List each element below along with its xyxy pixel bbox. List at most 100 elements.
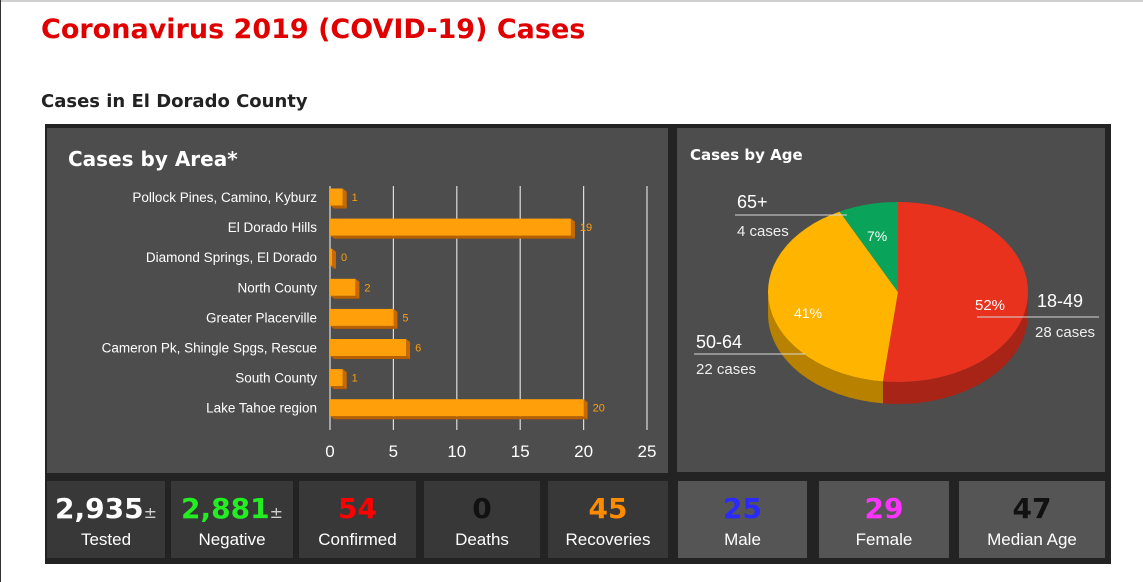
- bar-bottom: [330, 325, 398, 329]
- bar-side: [393, 308, 398, 329]
- bar-value-label: 2: [364, 282, 370, 294]
- pie-slice-side: [882, 292, 1028, 404]
- left-border: [0, 0, 1, 582]
- bar-chart-title: Cases by Area*: [68, 147, 238, 171]
- bar-side: [332, 248, 336, 269]
- bar-value-label: 19: [580, 222, 592, 234]
- bar-side: [406, 339, 411, 359]
- bar-value-label: 5: [402, 312, 408, 324]
- covid-dashboard: Cases by Area* 0 5 10 15 20 25 Pollock Pines, C…: [45, 124, 1111, 564]
- bar-value-label: 0: [341, 252, 347, 264]
- pie-slice-percent-label: 52%: [975, 297, 1005, 314]
- bar-side: [583, 399, 588, 420]
- bar-value-label: 6: [415, 343, 421, 355]
- cases-by-area-panel: Cases by Area* 0 5 10 15 20 25 Pollock Pines, C…: [47, 128, 668, 473]
- stat-tested-label: Tested: [80, 530, 132, 549]
- pie-category-label: 65+: [737, 192, 768, 212]
- bar-bottom: [330, 295, 360, 299]
- bar-bottom: [330, 386, 347, 390]
- stat-confirmed-number: 54: [338, 492, 377, 525]
- pie-slice-side: [768, 292, 883, 404]
- stat-male-number: 25: [723, 492, 762, 525]
- stat-negative-value: 2,881±: [171, 491, 293, 531]
- stat-female-label: Female: [855, 530, 913, 549]
- stat-male: 25 Male: [678, 481, 807, 558]
- pie-chart-title: Cases by Age: [690, 146, 803, 164]
- pie-slice: [839, 202, 898, 292]
- x-tick-labels: 0 5 10 15 20 25: [325, 442, 656, 461]
- bar-side: [342, 188, 347, 209]
- stat-deaths-number: 0: [472, 492, 492, 525]
- stat-deaths-label: Deaths: [455, 530, 509, 549]
- cases-by-age-chart: Cases by Age 52% 18-49 28 cases 41% 50-64 22 c…: [690, 146, 1099, 404]
- bar: [330, 308, 394, 326]
- bar: [330, 278, 356, 296]
- category-label: Lake Tahoe region: [206, 401, 317, 416]
- stat-tested: 2,935± Tested: [47, 481, 165, 558]
- category-label: El Dorado Hills: [228, 220, 318, 235]
- bar: [330, 248, 332, 266]
- pie-category-label: 18-49: [1037, 291, 1083, 311]
- stat-tested-number: 2,935: [55, 492, 144, 525]
- bar-bottom: [330, 235, 575, 239]
- pie-sides: [768, 292, 1028, 404]
- bars: Pollock Pines, Camino, Kyburz 1 El Dorado …: [102, 188, 605, 420]
- cases-by-age-panel: Cases by Age 52% 18-49 28 cases 41% 50-64 22 c…: [677, 128, 1105, 472]
- category-label: Pollock Pines, Camino, Kyburz: [132, 190, 317, 205]
- stat-deaths-value: 0: [424, 491, 540, 527]
- pie-slices: [768, 202, 1028, 382]
- pie-slice: [768, 211, 898, 382]
- pie-slice: [882, 202, 1028, 382]
- pie-cases-label: 22 cases: [696, 361, 756, 378]
- stat-median-age-label: Median Age: [987, 530, 1077, 549]
- page-title: Coronavirus 2019 (COVID-19) Cases: [41, 14, 586, 45]
- bar-value-label: 20: [593, 403, 605, 415]
- stat-median-age-value: 47: [959, 491, 1105, 527]
- bar: [330, 188, 343, 206]
- stat-recoveries-number: 45: [588, 492, 628, 525]
- bar: [330, 399, 584, 417]
- stat-recoveries: 45 Recoveries: [548, 481, 668, 558]
- category-label: Diamond Springs, El Dorado: [146, 250, 317, 265]
- stat-male-label: Male: [724, 530, 761, 549]
- x-tick-label: 15: [511, 442, 530, 461]
- stat-confirmed-label: Confirmed: [318, 530, 397, 549]
- stat-median-age: 47 Median Age: [959, 481, 1105, 558]
- pie-annotations: 52% 18-49 28 cases 41% 50-64 22 cases 7% 65+ 4 c…: [694, 192, 1099, 378]
- x-tick-label: 25: [638, 442, 657, 461]
- pie-category-label: 50-64: [696, 332, 742, 352]
- bar-value-label: 1: [352, 373, 358, 385]
- category-label: Greater Placerville: [206, 310, 317, 325]
- top-border: [0, 0, 1143, 2]
- pie-cases-label: 4 cases: [737, 223, 789, 240]
- stat-female-value: 29: [819, 491, 949, 527]
- pie-slice-percent-label: 41%: [794, 305, 822, 321]
- bar: [330, 218, 571, 236]
- stat-tested-suffix: ±: [143, 503, 157, 522]
- stat-negative-suffix: ±: [269, 503, 283, 522]
- stat-median-age-number: 47: [1012, 492, 1052, 525]
- stat-negative-label: Negative: [198, 530, 266, 549]
- bar: [330, 339, 407, 356]
- x-tick-label: 20: [574, 442, 593, 461]
- bar-value-label: 1: [352, 192, 358, 204]
- stat-male-value: 25: [678, 491, 807, 527]
- category-label: Cameron Pk, Shingle Spgs, Rescue: [102, 341, 317, 356]
- bar-bottom: [330, 265, 336, 269]
- stat-deaths: 0 Deaths: [424, 481, 540, 558]
- pie-cases-label: 28 cases: [1035, 324, 1095, 341]
- x-tick-label: 5: [389, 442, 398, 461]
- pie-slice-percent-label: 7%: [867, 228, 887, 244]
- bar-side: [342, 369, 347, 390]
- category-label: North County: [237, 280, 317, 295]
- bar-side: [570, 218, 575, 239]
- stat-recoveries-label: Recoveries: [565, 530, 651, 549]
- stat-negative-number: 2,881: [181, 492, 270, 525]
- stat-negative: 2,881± Negative: [171, 481, 293, 558]
- stat-recoveries-value: 45: [548, 491, 668, 527]
- bar-side: [355, 278, 360, 299]
- category-label: South County: [235, 371, 317, 386]
- bar-bottom: [330, 356, 411, 359]
- x-tick-label: 0: [325, 442, 334, 461]
